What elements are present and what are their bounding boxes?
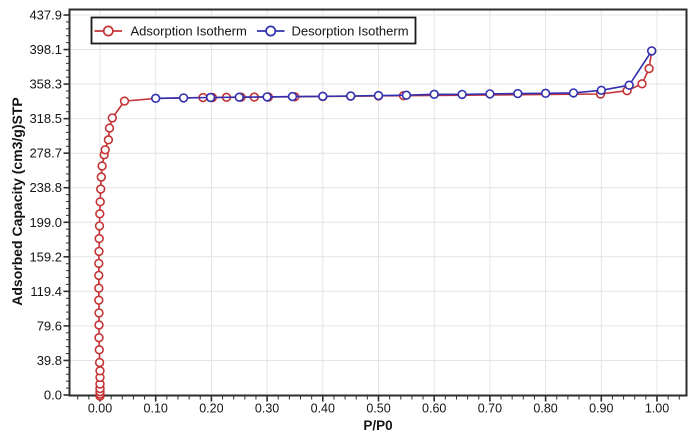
svg-text:0.30: 0.30 [255, 402, 279, 416]
svg-text:0.60: 0.60 [422, 402, 446, 416]
svg-text:39.8: 39.8 [37, 353, 62, 368]
svg-text:0.80: 0.80 [533, 402, 557, 416]
svg-text:0.40: 0.40 [311, 402, 335, 416]
svg-text:0.50: 0.50 [366, 402, 390, 416]
svg-text:0.0: 0.0 [44, 388, 62, 403]
svg-text:159.2: 159.2 [29, 249, 62, 264]
svg-text:1.00: 1.00 [645, 402, 669, 416]
svg-text:238.8: 238.8 [29, 180, 62, 195]
svg-text:0.00: 0.00 [88, 402, 112, 416]
svg-text:398.1: 398.1 [29, 42, 62, 57]
svg-text:437.9: 437.9 [29, 8, 62, 23]
svg-text:Adsorbed Capacity (cm3/g)STP: Adsorbed Capacity (cm3/g)STP [9, 97, 25, 306]
svg-text:199.0: 199.0 [29, 215, 62, 230]
svg-text:79.6: 79.6 [37, 318, 62, 333]
svg-text:0.20: 0.20 [199, 402, 223, 416]
svg-text:278.7: 278.7 [29, 146, 62, 161]
svg-text:0.10: 0.10 [144, 402, 168, 416]
svg-text:Adsorption Isotherm: Adsorption Isotherm [131, 24, 247, 39]
svg-text:0.90: 0.90 [589, 402, 613, 416]
svg-text:358.3: 358.3 [29, 77, 62, 92]
svg-text:0.70: 0.70 [478, 402, 502, 416]
svg-text:318.5: 318.5 [29, 111, 62, 126]
svg-text:119.4: 119.4 [30, 284, 62, 299]
svg-text:Desorption Isotherm: Desorption Isotherm [292, 24, 409, 39]
svg-text:P/P0: P/P0 [363, 418, 392, 433]
